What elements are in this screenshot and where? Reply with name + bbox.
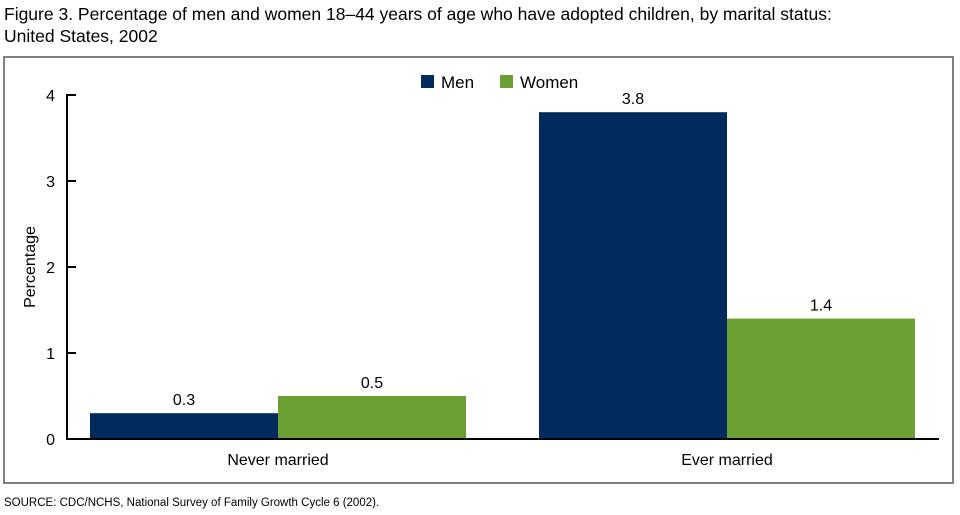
legend-label-women: Women <box>520 73 578 92</box>
data-label: 0.3 <box>173 392 195 409</box>
legend-swatch-men <box>421 75 434 88</box>
chart-title: Figure 3. Percentage of men and women 18… <box>4 3 959 47</box>
y-tick-label: 0 <box>46 432 55 449</box>
x-tick-label: Ever married <box>681 452 773 469</box>
bar-men-0 <box>90 413 278 439</box>
y-tick-label: 3 <box>46 174 55 191</box>
y-tick-label: 1 <box>46 346 55 363</box>
y-axis-label: Percentage <box>22 226 39 308</box>
source-note: SOURCE: CDC/NCHS, National Survey of Fam… <box>4 497 380 509</box>
legend-label-men: Men <box>441 73 474 92</box>
bar-men-1 <box>539 112 727 439</box>
x-tick-label: Never married <box>227 452 328 469</box>
y-tick-label: 4 <box>46 88 55 105</box>
data-label: 1.4 <box>810 298 832 315</box>
bar-women-1 <box>727 318 915 439</box>
data-label: 0.5 <box>361 375 383 392</box>
title-line-1: Figure 3. Percentage of men and women 18… <box>4 4 832 24</box>
chart-frame <box>3 56 954 484</box>
y-tick-label: 2 <box>46 260 55 277</box>
legend-swatch-women <box>500 75 513 88</box>
data-label: 3.8 <box>622 91 644 108</box>
title-line-2: United States, 2002 <box>4 26 158 46</box>
bar-women-0 <box>278 396 466 439</box>
